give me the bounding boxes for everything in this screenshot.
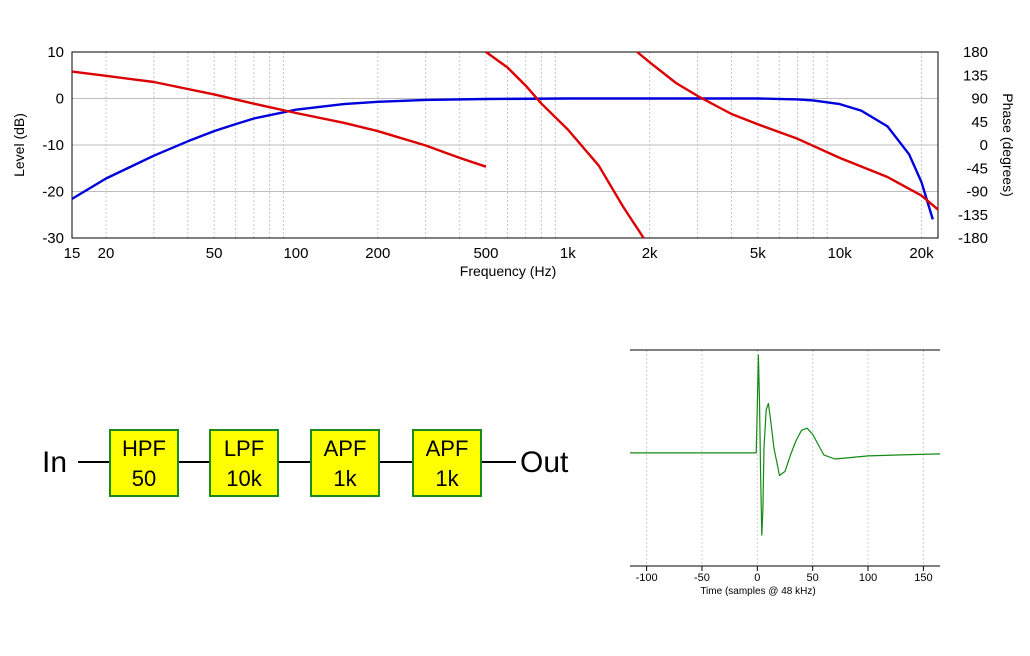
- impulse-response-chart: -100 -50 0 50 100 150 Time (samples @ 48 kHz): [630, 349, 941, 597]
- right-y-tick-label: -180: [958, 230, 988, 247]
- series-line-4: [636, 51, 939, 211]
- left-y-tick-label: -30: [42, 230, 64, 247]
- right-y-tick-label: -135: [958, 207, 988, 224]
- x-tick-label: 1k: [560, 245, 576, 262]
- left-y-axis-label: Level (dB): [11, 113, 27, 177]
- right-y-tick-label: 45: [971, 114, 988, 131]
- impulse-series-line-1: [630, 354, 941, 536]
- x-tick-label: 150: [914, 572, 932, 584]
- left-y-tick-label: 0: [56, 91, 64, 108]
- output-label: Out: [520, 446, 569, 479]
- filter-block-apf-1: APF 1k: [310, 429, 380, 497]
- x-tick-label: 20k: [909, 245, 934, 262]
- x-tick-label: -100: [636, 572, 658, 584]
- series-line-3: [485, 51, 645, 239]
- right-y-tick-label: -90: [966, 184, 988, 201]
- block-box: [209, 429, 279, 497]
- grid: [72, 51, 938, 239]
- x-tick-label: 100: [283, 245, 308, 262]
- block-type: LPF: [224, 436, 264, 461]
- right-y-tick-label: 135: [963, 67, 988, 84]
- block-frequency: 10k: [226, 466, 262, 491]
- right-y-axis-label: Phase (degrees): [1000, 93, 1016, 197]
- x-axis-label: Time (samples @ 48 kHz): [700, 586, 815, 597]
- block-frequency: 1k: [333, 466, 357, 491]
- series-group: [71, 51, 939, 239]
- block-frequency: 1k: [435, 466, 459, 491]
- x-tick-label: 10k: [828, 245, 853, 262]
- x-axis-label: Frequency (Hz): [460, 263, 556, 279]
- x-tick-label: 200: [365, 245, 390, 262]
- block-type: APF: [426, 436, 469, 461]
- input-label: In: [42, 446, 67, 479]
- series-group: [630, 354, 941, 536]
- block-frequency: 50: [132, 466, 156, 491]
- signal-chain-diagram: In Out HPF 50 LPF 10k APF 1k APF 1k: [42, 429, 569, 497]
- x-tick-label: 100: [859, 572, 877, 584]
- left-y-tick-labels: 10 0 -10 -20 -30: [42, 44, 64, 247]
- filter-block-lpf: LPF 10k: [209, 429, 279, 497]
- right-y-tick-label: -45: [966, 160, 988, 177]
- x-tick-label: 50: [206, 245, 223, 262]
- filter-block-apf-2: APF 1k: [412, 429, 482, 497]
- x-tick-labels: -100 -50 0 50 100 150: [636, 572, 933, 584]
- right-y-tick-labels: 180 135 90 45 0 -45 -90 -135 -180: [958, 44, 988, 247]
- series-line-1: [71, 97, 934, 220]
- left-y-tick-label: 10: [47, 44, 64, 61]
- frequency-response-chart: 15 20 50 100 200 500 1k 2k 5k 10k 20k 100-10-20-30…: [11, 44, 1016, 279]
- plot-frame: [71, 51, 939, 239]
- block-type: APF: [324, 436, 367, 461]
- block-box: [310, 429, 380, 497]
- series-line-2: [71, 70, 487, 168]
- block-box: [412, 429, 482, 497]
- x-tick-label: 15: [64, 245, 81, 262]
- left-y-tick-label: -20: [42, 184, 64, 201]
- left-y-tick-label: -10: [42, 137, 64, 154]
- x-tick-label: 2k: [642, 245, 658, 262]
- x-tick-label: 20: [98, 245, 115, 262]
- x-tick-label: 5k: [750, 245, 766, 262]
- x-tick-label: 500: [473, 245, 498, 262]
- x-tick-label: 50: [807, 572, 819, 584]
- right-y-tick-label: 90: [971, 91, 988, 108]
- block-box: [109, 429, 179, 497]
- grid: [646, 350, 924, 571]
- x-tick-label: -50: [694, 572, 710, 584]
- right-y-tick-label: 180: [963, 44, 988, 61]
- x-tick-label: 0: [754, 572, 760, 584]
- filter-block-hpf: HPF 50: [109, 429, 179, 497]
- block-type: HPF: [122, 436, 166, 461]
- x-tick-labels: 15 20 50 100 200 500 1k 2k 5k 10k 20k: [64, 245, 934, 262]
- right-y-tick-label: 0: [980, 137, 988, 154]
